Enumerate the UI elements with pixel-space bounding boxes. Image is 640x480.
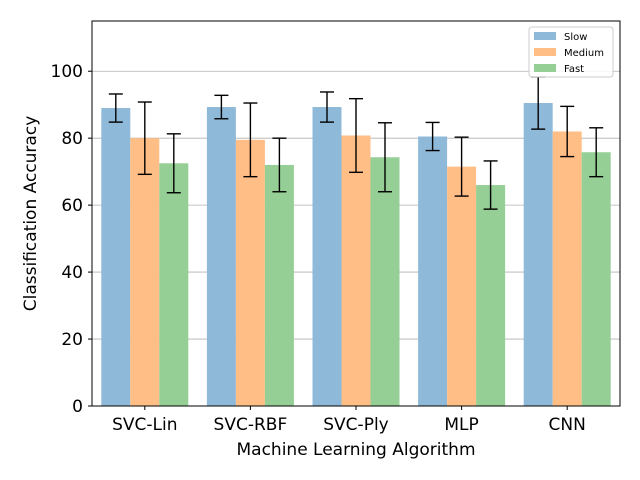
bar-slow-mlp	[418, 136, 448, 406]
y-tick-label: 40	[61, 263, 83, 283]
legend-label-slow: Slow	[564, 32, 587, 43]
bar-slow-svc-ply	[312, 107, 342, 407]
legend-label-fast: Fast	[564, 64, 584, 75]
x-tick-label: MLP	[444, 415, 478, 435]
y-tick-label: 100	[51, 62, 83, 82]
y-tick-label: 80	[61, 129, 83, 149]
bar-fast-mlp	[476, 185, 506, 406]
bar-medium-svc-lin	[130, 138, 160, 406]
error-bars	[108, 76, 604, 210]
x-axis-label: Machine Learning Algorithm	[236, 440, 475, 460]
bar-slow-svc-rbf	[206, 107, 236, 407]
bar-medium-cnn	[552, 131, 582, 406]
y-tick-label: 60	[61, 196, 83, 216]
bar-slow-svc-lin	[101, 108, 131, 406]
bar-fast-cnn	[581, 152, 611, 406]
y-axis-ticks: 0 20 40 60 80 100	[51, 62, 92, 417]
bar-fast-svc-ply	[370, 157, 400, 406]
legend-swatch-fast	[534, 64, 556, 72]
legend-swatch-slow	[534, 32, 556, 40]
x-axis-ticks: SVC-Lin SVC-RBF SVC-Ply MLP CNN	[112, 406, 586, 435]
x-tick-label: SVC-Ply	[323, 415, 388, 435]
x-tick-label: SVC-RBF	[214, 415, 288, 435]
x-tick-label: SVC-Lin	[112, 415, 177, 435]
bar-medium-mlp	[447, 166, 477, 406]
bar-fast-svc-rbf	[264, 164, 294, 406]
bar-fast-svc-lin	[159, 163, 189, 406]
legend-swatch-medium	[534, 48, 556, 56]
legend-label-medium: Medium	[564, 48, 604, 59]
legend: Slow Medium Fast	[528, 26, 614, 78]
x-tick-label: CNN	[549, 415, 586, 435]
y-axis-label: Classification Accuracy	[21, 116, 41, 312]
bar-medium-svc-ply	[341, 135, 371, 406]
y-tick-label: 20	[61, 330, 83, 350]
y-tick-label: 0	[72, 397, 83, 417]
bar-medium-svc-rbf	[235, 139, 265, 406]
bars	[101, 103, 611, 407]
bar-slow-cnn	[523, 103, 553, 407]
